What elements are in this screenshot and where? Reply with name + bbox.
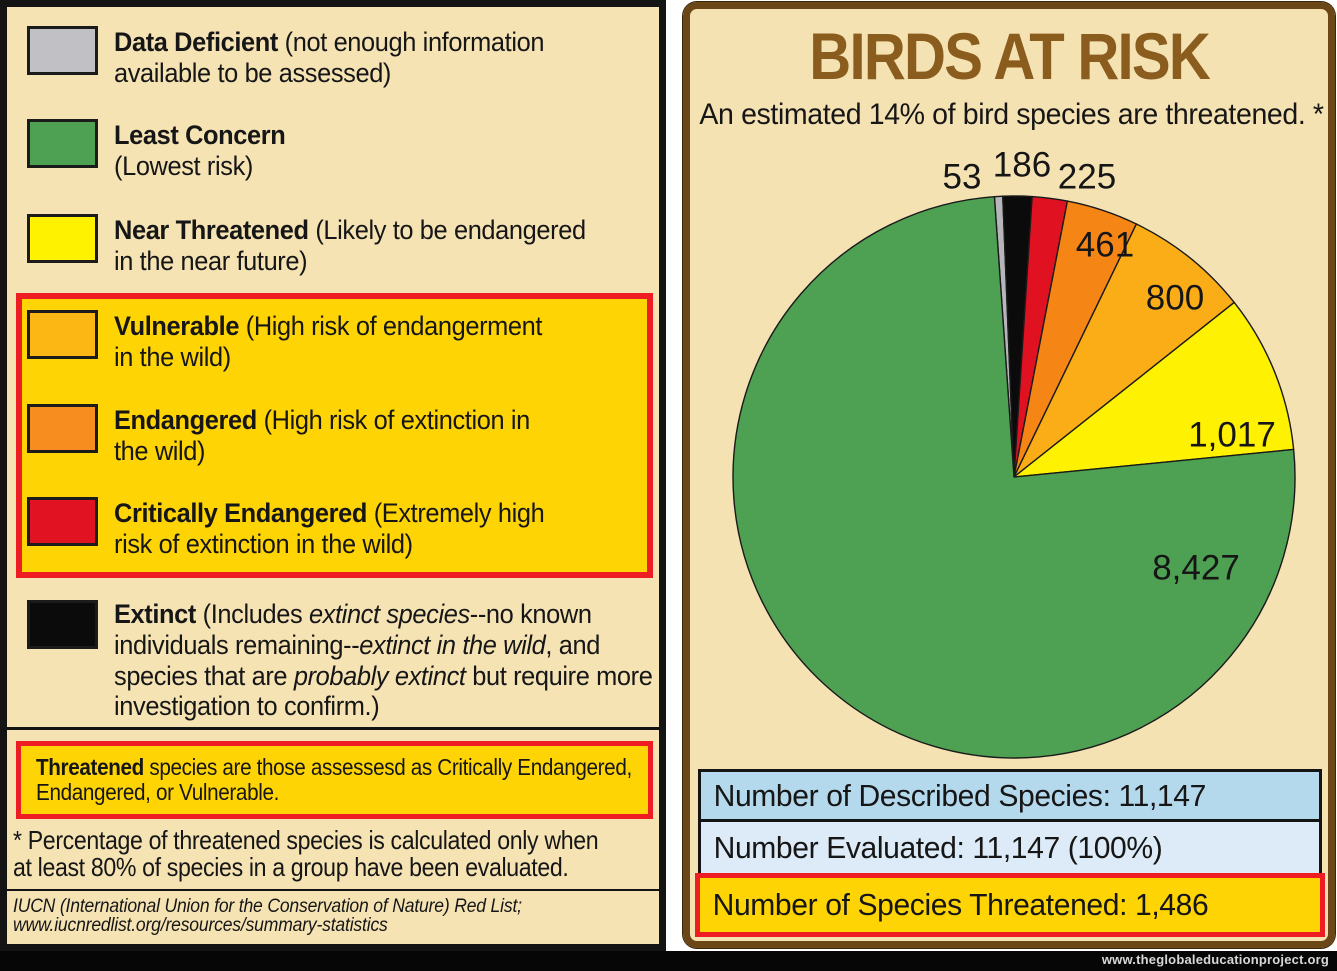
legend-desc-plain: but require more investigation to confir… xyxy=(114,660,653,722)
legend-desc-plain: , and species that are xyxy=(114,629,600,691)
stat-text: Number of Species Threatened: 1,486 xyxy=(712,887,1209,922)
pie-slice-least-concern xyxy=(732,195,1296,759)
legend-desc-line2: available to be assessed) xyxy=(114,57,392,88)
footer-bar: www.theglobaleducationproject.org xyxy=(0,951,1337,971)
legend-desc: (Extremely high xyxy=(367,498,545,528)
legend-desc-line2: (Lowest risk) xyxy=(114,150,253,181)
legend-panel: Data Deficient (not enough information a… xyxy=(0,0,666,951)
legend-desc: (not enough information xyxy=(277,27,545,57)
pie-chart: 53 186 225 461 800 1,017 8,427 xyxy=(732,146,1296,759)
page-title: BIRDS AT RISK xyxy=(683,18,1335,94)
pie-value-label: 1,017 xyxy=(1188,416,1276,455)
percentage-footnote: * Percentage of threatened species is ca… xyxy=(13,825,599,882)
source-line1: IUCN (International Union for the Conser… xyxy=(13,895,522,917)
pie-value-label: 225 xyxy=(1058,158,1116,197)
legend-label: Extinct xyxy=(114,599,196,629)
pie-value-label: 800 xyxy=(1146,279,1204,318)
legend-swatch-data-deficient xyxy=(27,26,98,75)
legend-desc-line2: in the wild) xyxy=(114,341,231,372)
legend-item-extinct: Extinct (Includes extinct species--no kn… xyxy=(114,599,664,722)
legend-item-critically-endangered: Critically Endangered (Extremely high ri… xyxy=(114,498,657,560)
legend-desc: (High risk of endangerment xyxy=(239,311,543,341)
pie-value-label: 53 xyxy=(943,158,982,197)
threatened-note-line1: Threatened species are those assessesd a… xyxy=(36,754,632,780)
legend-desc-plain: --no known individuals remaining-- xyxy=(114,599,592,660)
footer-url: www.theglobaleducationproject.org xyxy=(1101,952,1329,967)
pie-value-label: 8,427 xyxy=(1152,549,1240,588)
legend-swatch-extinct xyxy=(27,600,98,649)
stat-text: Number Evaluated: 11,147 (100%) xyxy=(713,829,1163,865)
legend-swatch-least-concern xyxy=(27,119,98,168)
footnote-line2: at least 80% of species in a group have … xyxy=(13,852,569,882)
divider xyxy=(7,727,659,730)
stat-text: Number of Described Species: 11,147 xyxy=(713,777,1207,813)
legend-desc-italic: extinct species xyxy=(308,599,470,629)
pie-value-label: 461 xyxy=(1076,226,1134,265)
legend-item-data-deficient: Data Deficient (not enough information a… xyxy=(114,27,657,89)
legend-item-near-threatened: Near Threatened (Likely to be endangered… xyxy=(114,215,657,277)
chart-subtitle-text: An estimated 14% of bird species are thr… xyxy=(699,98,1324,131)
legend-label: Least Concern xyxy=(114,120,286,150)
legend-item-vulnerable: Vulnerable (High risk of endangerment in… xyxy=(114,311,657,373)
chart-panel: BIRDS AT RISK An estimated 14% of bird s… xyxy=(683,2,1335,948)
footnote-line1: * Percentage of threatened species is ca… xyxy=(13,825,599,855)
pie-slice-vulnerable xyxy=(1013,223,1235,478)
chart-subtitle: An estimated 14% of bird species are thr… xyxy=(683,98,1335,132)
source-line2: www.iucnredlist.org/resources/summary-st… xyxy=(13,914,388,936)
threatened-note-rest: species are those assessesd as Criticall… xyxy=(143,754,632,780)
legend-label: Near Threatened xyxy=(114,215,309,245)
pie-slice-near-threatened xyxy=(1013,301,1295,478)
threatened-note-line2: Endangered, or Vulnerable. xyxy=(36,779,280,805)
legend-item-endangered: Endangered (High risk of extinction in t… xyxy=(114,405,657,467)
stat-threatened: Number of Species Threatened: 1,486 xyxy=(695,873,1325,937)
legend-swatch-vulnerable xyxy=(27,310,98,359)
legend-desc-line2: risk of extinction in the wild) xyxy=(114,528,413,559)
legend-swatch-critically-endangered xyxy=(27,497,98,546)
threatened-categories-groupbox xyxy=(16,293,653,578)
divider xyxy=(7,889,659,891)
legend-desc: (High risk of extinction in xyxy=(256,405,531,435)
source-citation: IUCN (International Union for the Conser… xyxy=(13,895,522,936)
legend-desc: (Likely to be endangered xyxy=(308,215,586,245)
threatened-note-bold: Threatened xyxy=(36,754,144,780)
legend-label: Data Deficient xyxy=(114,27,278,57)
legend-label: Endangered xyxy=(114,405,257,435)
legend-desc-rich: (Includes extinct species--no known indi… xyxy=(114,599,653,722)
pie-value-label: 186 xyxy=(993,146,1051,185)
legend-desc-italic: probably extinct xyxy=(293,660,466,691)
threatened-note-box: Threatened species are those assessesd a… xyxy=(16,741,653,819)
legend-desc-italic: extinct in the wild xyxy=(359,629,546,660)
legend-item-least-concern: Least Concern (Lowest risk) xyxy=(114,120,657,182)
legend-desc-plain: (Includes xyxy=(195,599,309,629)
legend-swatch-near-threatened xyxy=(27,214,98,263)
stat-described-species: Number of Described Species: 11,147 xyxy=(698,769,1322,822)
legend-desc-line2: the wild) xyxy=(114,435,206,466)
page-title-text: BIRDS AT RISK xyxy=(809,19,1211,93)
legend-desc-line2: in the near future) xyxy=(114,245,308,276)
stat-evaluated: Number Evaluated: 11,147 (100%) xyxy=(698,819,1322,876)
legend-label: Vulnerable xyxy=(114,311,240,341)
legend-swatch-endangered xyxy=(27,404,98,453)
legend-label: Critically Endangered xyxy=(114,498,368,528)
